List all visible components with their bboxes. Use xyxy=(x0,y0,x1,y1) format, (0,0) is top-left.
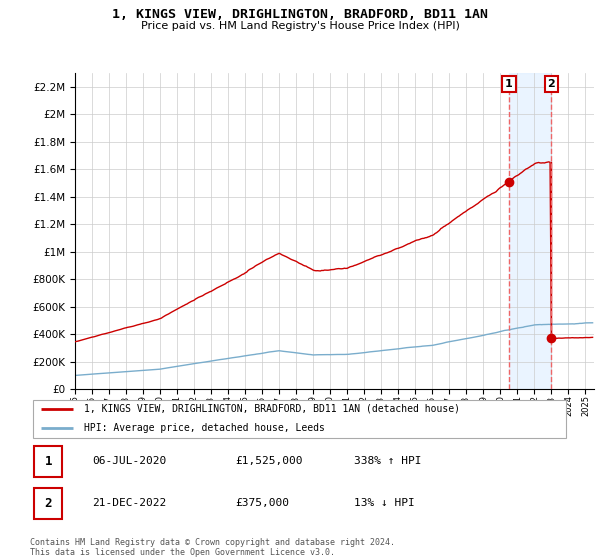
Text: 21-DEC-2022: 21-DEC-2022 xyxy=(92,498,166,508)
Text: Price paid vs. HM Land Registry's House Price Index (HPI): Price paid vs. HM Land Registry's House … xyxy=(140,21,460,31)
Text: 1: 1 xyxy=(44,455,52,468)
Text: Contains HM Land Registry data © Crown copyright and database right 2024.
This d: Contains HM Land Registry data © Crown c… xyxy=(30,538,395,557)
Text: 13% ↓ HPI: 13% ↓ HPI xyxy=(354,498,415,508)
Text: 06-JUL-2020: 06-JUL-2020 xyxy=(92,456,166,466)
Text: £375,000: £375,000 xyxy=(235,498,289,508)
Text: 1: 1 xyxy=(505,79,513,89)
Text: 2: 2 xyxy=(548,79,556,89)
Bar xyxy=(509,73,551,389)
Text: 338% ↑ HPI: 338% ↑ HPI xyxy=(354,456,421,466)
Text: 1, KINGS VIEW, DRIGHLINGTON, BRADFORD, BD11 1AN (detached house): 1, KINGS VIEW, DRIGHLINGTON, BRADFORD, B… xyxy=(84,404,460,414)
FancyBboxPatch shape xyxy=(33,400,566,437)
Text: 1, KINGS VIEW, DRIGHLINGTON, BRADFORD, BD11 1AN: 1, KINGS VIEW, DRIGHLINGTON, BRADFORD, B… xyxy=(112,8,488,21)
Text: HPI: Average price, detached house, Leeds: HPI: Average price, detached house, Leed… xyxy=(84,423,325,433)
Text: 2: 2 xyxy=(44,497,52,510)
FancyBboxPatch shape xyxy=(34,446,62,477)
FancyBboxPatch shape xyxy=(34,488,62,519)
Text: £1,525,000: £1,525,000 xyxy=(235,456,303,466)
